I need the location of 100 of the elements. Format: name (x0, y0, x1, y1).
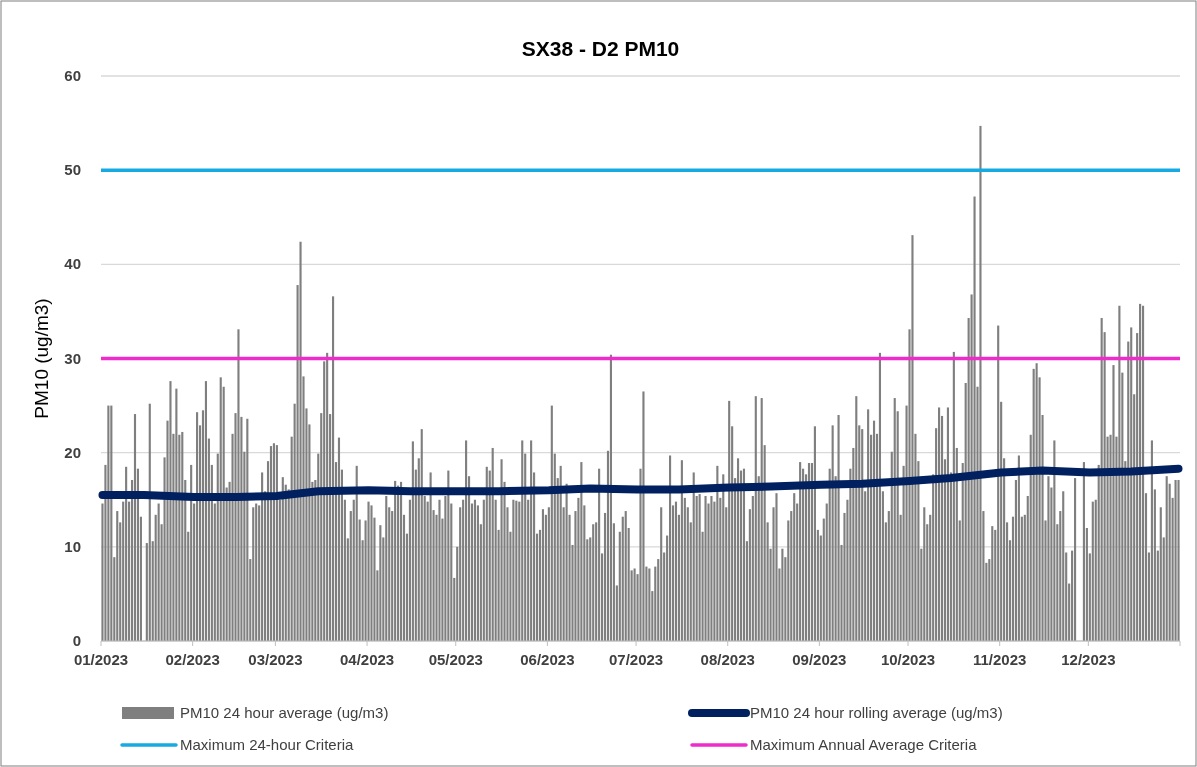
bar (367, 501, 370, 641)
y-tick-label: 10 (64, 537, 81, 555)
bar (997, 325, 1000, 641)
bar (272, 443, 275, 641)
bar (867, 409, 870, 641)
bar (541, 509, 545, 641)
bar (837, 415, 840, 641)
bar (181, 431, 184, 641)
bar (991, 526, 994, 641)
bar (500, 459, 503, 641)
bar (878, 352, 882, 641)
bar (592, 524, 595, 641)
bar (973, 196, 976, 641)
bar (1035, 363, 1038, 641)
bar (370, 505, 373, 641)
x-tick-label: 11/2023 (972, 651, 1027, 668)
bar (116, 511, 119, 641)
bar (299, 241, 302, 641)
x-tick-label: 12/2023 (1061, 651, 1116, 668)
bar (204, 381, 208, 641)
legend-label: Maximum 24-hour Criteria (180, 736, 355, 753)
y-axis-title: PM10 (ug/m3) (31, 298, 52, 419)
bar (269, 446, 273, 641)
bar (775, 493, 778, 641)
bar (938, 407, 941, 641)
bar (491, 447, 494, 641)
bar (252, 507, 255, 641)
bar (793, 493, 796, 641)
bar (465, 440, 468, 641)
x-tick-label: 09/2023 (792, 651, 847, 668)
bar (923, 507, 926, 641)
bar (609, 354, 612, 641)
bar (1100, 318, 1103, 641)
bar (1047, 476, 1050, 641)
bar (110, 405, 113, 641)
legend-label: PM10 24 hour average (ug/m3) (180, 704, 389, 721)
bar (385, 495, 388, 641)
bar (1139, 303, 1142, 641)
bar (246, 418, 249, 641)
chart-title: SX38 - D2 PM10 (521, 37, 680, 60)
bar (255, 503, 258, 641)
bar (669, 455, 672, 641)
bar (1118, 305, 1121, 641)
bar (157, 503, 160, 641)
x-tick-label: 06/2023 (520, 651, 575, 668)
bar (946, 407, 950, 641)
bar (911, 235, 914, 641)
bar (219, 377, 222, 641)
bar (237, 329, 240, 641)
bar (728, 400, 731, 641)
bar (710, 495, 713, 641)
bar (550, 405, 553, 641)
bar (1073, 478, 1077, 641)
bar (813, 426, 816, 641)
bar (169, 381, 172, 641)
bar (1062, 491, 1065, 641)
y-tick-label: 30 (64, 349, 81, 367)
bar (1112, 365, 1115, 641)
bar (332, 296, 335, 641)
x-tick-label: 02/2023 (165, 651, 220, 668)
bar (1141, 305, 1145, 641)
y-tick-label: 0 (72, 632, 81, 649)
bar (175, 388, 178, 641)
bar (411, 441, 414, 641)
y-tick-label: 50 (64, 161, 81, 179)
bar (698, 494, 701, 641)
bar (642, 391, 645, 641)
bar (648, 568, 651, 641)
x-tick-label: 04/2023 (339, 651, 395, 668)
bar (633, 568, 636, 641)
bar (754, 396, 757, 641)
bar (326, 352, 329, 641)
bar (861, 429, 864, 641)
bar (1177, 479, 1180, 641)
bar (660, 507, 663, 641)
bar (952, 351, 955, 641)
x-tick-label: 03/2023 (248, 651, 303, 668)
bar (624, 511, 627, 641)
legend-label: PM10 24 hour rolling average (ug/m3) (750, 704, 1003, 721)
bar (473, 499, 477, 641)
x-tick-label: 08/2023 (700, 651, 755, 668)
bar (1174, 479, 1177, 641)
bar (1053, 440, 1056, 641)
y-tick-label: 40 (64, 255, 81, 273)
bar (872, 420, 876, 641)
bar (781, 548, 784, 641)
y-tick-label: 60 (64, 67, 81, 84)
x-tick-label: 07/2023 (608, 651, 664, 668)
bar (1130, 327, 1133, 641)
bar (760, 398, 763, 641)
bar (107, 405, 110, 641)
bar (1159, 507, 1162, 641)
bar (148, 403, 151, 641)
bar (420, 429, 423, 641)
bar (831, 425, 834, 641)
x-tick-label: 10/2023 (880, 651, 936, 668)
bar (855, 396, 858, 641)
bar (379, 525, 382, 641)
bar (1165, 476, 1168, 641)
bar (1017, 455, 1020, 641)
